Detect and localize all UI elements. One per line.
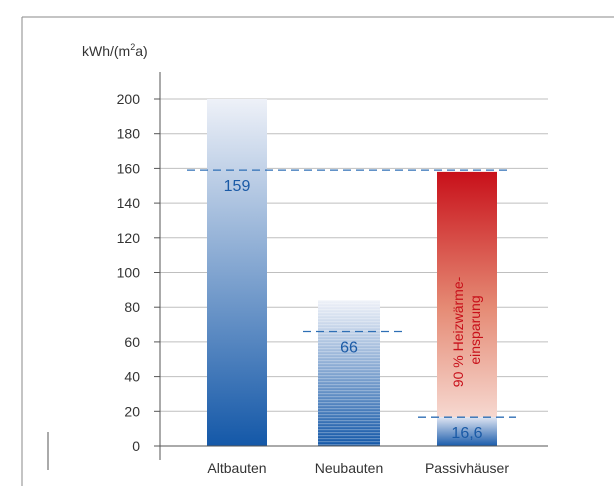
x-tick-label: Neubauten <box>315 460 384 476</box>
axes <box>159 72 548 460</box>
y-tick-label: 180 <box>117 126 141 142</box>
bar-passivhaeuser-remaining <box>437 417 497 446</box>
y-tick-label: 0 <box>132 438 140 454</box>
marker-value-label: 16,6 <box>451 425 482 442</box>
y-tick-label: 200 <box>117 91 141 107</box>
bar-altbauten <box>207 99 267 446</box>
annotation-line-1: 90 % Heizwärme- <box>450 276 466 387</box>
x-tick-labels: Altbauten Neubauten Passivhäuser <box>207 460 509 476</box>
bar-passivhaeuser-savings <box>437 171 497 418</box>
y-tick-label: 120 <box>117 230 141 246</box>
y-tick-label: 100 <box>117 265 141 281</box>
y-tick-label: 40 <box>124 369 140 385</box>
bars <box>207 99 497 446</box>
y-tick-label: 160 <box>117 160 141 176</box>
marker-value-label: 66 <box>340 339 358 356</box>
x-tick-label: Altbauten <box>207 460 266 476</box>
y-tick-label: 140 <box>117 195 141 211</box>
y-tick-label: 80 <box>124 299 140 315</box>
y-axis-title-prefix: kWh/(m <box>82 43 130 59</box>
annotation-text: 90 % Heizwärme- einsparung <box>450 273 483 387</box>
bar-neubauten-stripes <box>318 300 380 446</box>
y-tick-label: 20 <box>124 403 140 419</box>
y-axis-title-suffix: a) <box>135 43 147 59</box>
y-axis-title: kWh/(m2a) <box>82 42 148 59</box>
y-tick-label: 60 <box>124 334 140 350</box>
annotation-line-2: einsparung <box>467 295 483 364</box>
dashed-markers: 159 66 16,6 <box>187 169 516 442</box>
x-tick-label: Passivhäuser <box>425 460 509 476</box>
y-axis-title-sup: 2 <box>130 42 135 52</box>
y-tick-labels: 0 20 40 60 80 100 120 140 160 180 200 <box>117 91 160 454</box>
marker-value-label: 159 <box>224 178 251 195</box>
